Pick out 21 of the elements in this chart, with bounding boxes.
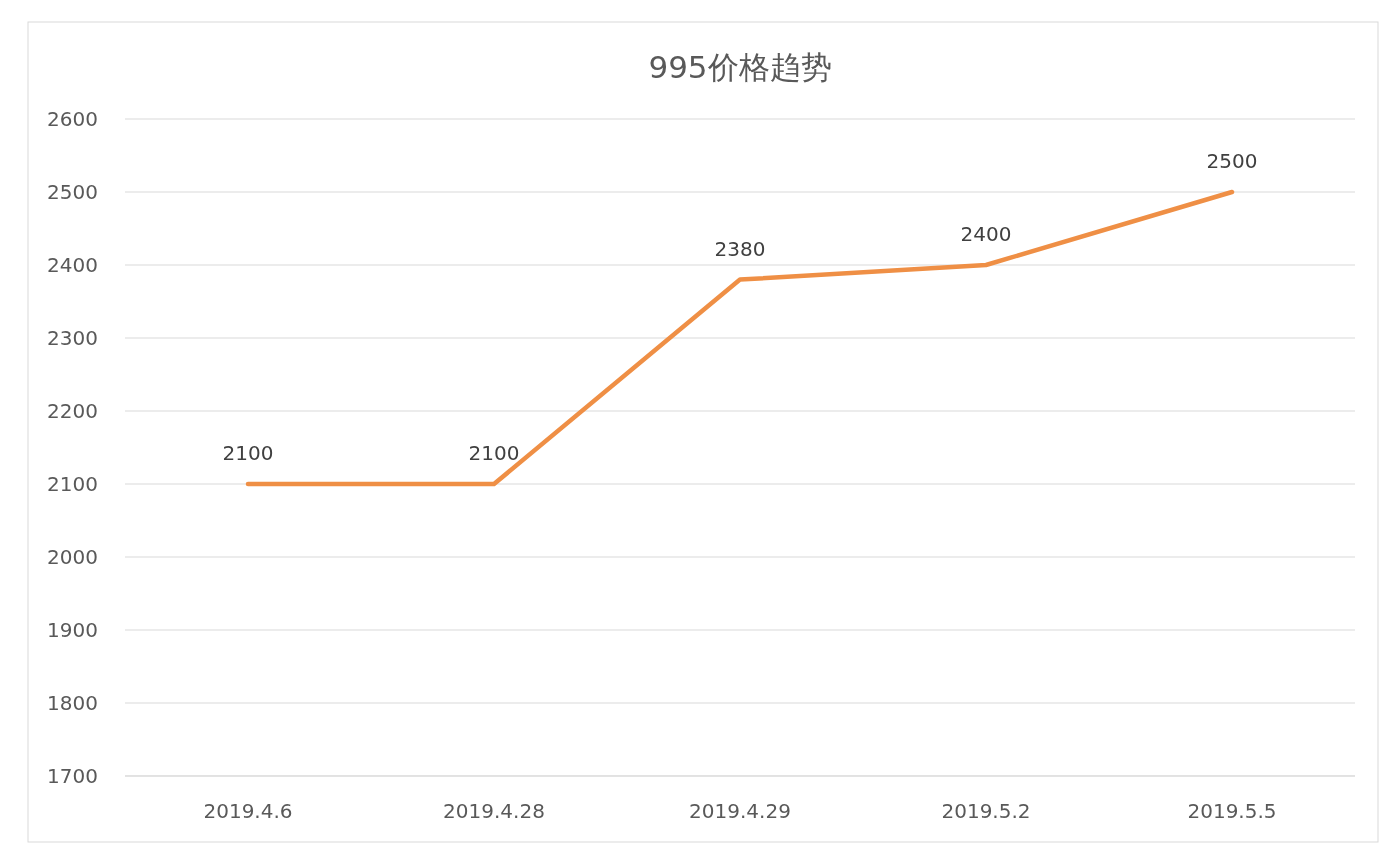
- y-tick-label: 2400: [47, 253, 98, 277]
- y-tick-label: 2000: [47, 545, 98, 569]
- y-tick-label: 1800: [47, 691, 98, 715]
- y-tick-label: 2100: [47, 472, 98, 496]
- data-label: 2500: [1206, 149, 1258, 173]
- data-label: 2100: [468, 441, 520, 465]
- y-tick-label: 2500: [47, 180, 98, 204]
- x-tick-label: 2019.5.5: [1187, 799, 1277, 823]
- x-tick-label: 2019.4.28: [443, 799, 545, 823]
- x-tick-label: 2019.4.29: [689, 799, 791, 823]
- data-label: 2380: [714, 236, 766, 261]
- x-tick-label: 2019.4.6: [203, 799, 293, 823]
- y-tick-label: 2300: [47, 326, 98, 350]
- data-label: 2100: [222, 441, 274, 465]
- x-tick-label: 2019.5.2: [941, 799, 1031, 823]
- data-label: 2400: [960, 222, 1012, 246]
- y-tick-label: 1700: [47, 764, 98, 788]
- chart-title: 995价格趋势: [648, 49, 832, 85]
- y-tick-label: 2600: [47, 107, 98, 131]
- y-tick-label: 2200: [47, 399, 98, 423]
- y-tick-label: 1900: [47, 618, 98, 642]
